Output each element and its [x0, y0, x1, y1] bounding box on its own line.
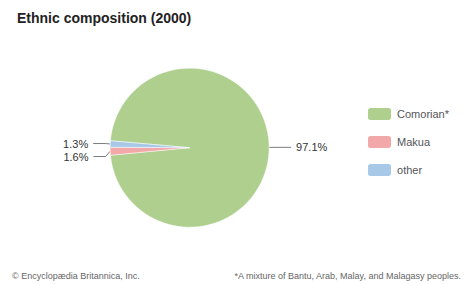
- svg-text:other: other: [397, 164, 422, 176]
- svg-text:1.3%: 1.3%: [63, 138, 88, 150]
- svg-text:© Encyclopædia Britannica, Inc: © Encyclopædia Britannica, Inc.: [12, 271, 140, 281]
- svg-text:97.1%: 97.1%: [296, 141, 327, 153]
- svg-text:*A mixture of Bantu, Arab, Mal: *A mixture of Bantu, Arab, Malay, and Ma…: [235, 271, 461, 281]
- svg-text:Comorian*: Comorian*: [397, 108, 450, 120]
- svg-text:Makua: Makua: [397, 136, 431, 148]
- svg-text:1.6%: 1.6%: [63, 151, 88, 163]
- svg-text:Ethnic composition (2000): Ethnic composition (2000): [17, 10, 191, 26]
